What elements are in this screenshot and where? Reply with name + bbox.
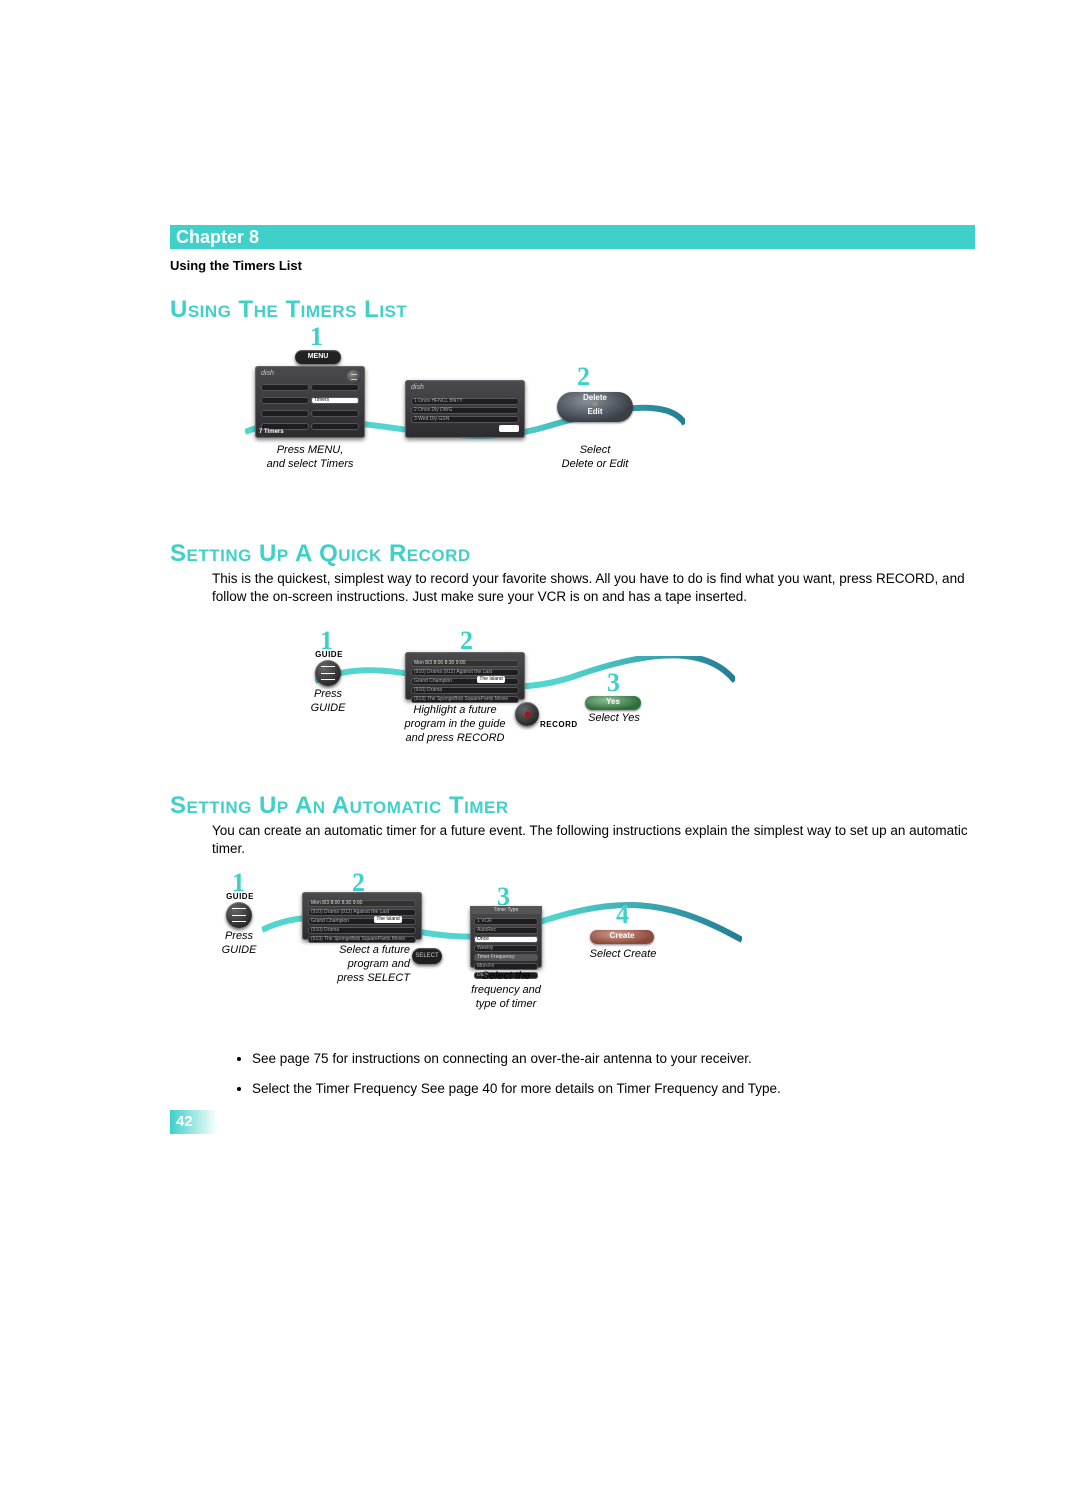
para-auto-timer: You can create an automatic timer for a … bbox=[212, 822, 975, 858]
para-quick-record: This is the quickest, simplest way to re… bbox=[212, 570, 975, 606]
button-label: GUIDE bbox=[309, 650, 349, 659]
button-label: GUIDE bbox=[220, 892, 260, 901]
diagram-quick-record: 1 GUIDE PressGUIDE 2 Mon 8/3 8:00 8:30 9… bbox=[255, 626, 725, 756]
heading-quick-record: Setting Up A Quick Record bbox=[170, 540, 471, 568]
diagram-automatic-timer: 1 GUIDE PressGUIDE 2 Mon 8/3 8:00 8:30 9… bbox=[212, 860, 732, 1030]
record-button-icon bbox=[515, 702, 539, 726]
diagram-timers-list: 1 MENU dish Timers 7 Timers Press MENU,a… bbox=[255, 322, 675, 492]
step-caption: SelectDelete or Edit bbox=[553, 444, 637, 472]
tv-screen-menu: dish Timers 7 Timers bbox=[255, 366, 365, 438]
page-number: 42 bbox=[170, 1110, 218, 1134]
guide-button-icon bbox=[226, 902, 252, 928]
yes-pill: Yes bbox=[585, 696, 641, 710]
heading-timers-list: Using The Timers List bbox=[170, 296, 407, 324]
step-number: 1 bbox=[310, 322, 323, 352]
create-pill: Create bbox=[590, 930, 654, 944]
step-caption: PressGUIDE bbox=[303, 688, 353, 716]
step-caption: Highlight a futureprogram in the guidean… bbox=[395, 704, 515, 745]
step-number: 3 bbox=[607, 668, 620, 698]
step-number: 2 bbox=[577, 362, 590, 392]
delete-edit-pill: Delete or Edit bbox=[557, 392, 633, 422]
tv-screen-timer-type: Timer Type 1 VCR AutoRec Once Weekly Tim… bbox=[470, 906, 542, 968]
button-label: RECORD bbox=[540, 720, 580, 729]
screen-footer: 7 Timers bbox=[259, 429, 284, 435]
menu-button-icon: MENU bbox=[295, 350, 341, 364]
step-caption: PressGUIDE bbox=[214, 930, 264, 958]
step-caption: Select Create bbox=[582, 948, 664, 962]
step-caption: Select thefrequency andtype of timer bbox=[458, 970, 554, 1011]
step-number: 4 bbox=[616, 900, 629, 930]
bullet-item: Select the Timer Frequency See page 40 f… bbox=[252, 1079, 975, 1099]
chapter-bar: Chapter 8 bbox=[170, 225, 975, 249]
tv-screen-guide: Mon 8/3 8:00 8:30 9:00 (910) Drama (912)… bbox=[302, 892, 422, 940]
tv-screen-timers: dish 1 Once HFNCL BNTY 2 Once Dly DWG 3 … bbox=[405, 380, 525, 438]
step-caption: Press MENU,and select Timers bbox=[255, 444, 365, 472]
manual-page: Chapter 8 Using the Timers List Using Th… bbox=[0, 0, 1080, 1512]
heading-automatic-timer: Setting Up An Automatic Timer bbox=[170, 792, 509, 820]
step-caption: Select a futureprogram andpress SELECT bbox=[312, 944, 410, 985]
guide-button-icon bbox=[315, 660, 341, 686]
bullet-item: See page 75 for instructions on connecti… bbox=[252, 1049, 975, 1069]
chapter-label: Chapter 8 bbox=[170, 227, 259, 247]
tv-screen-guide: Mon 8/3 8:00 8:30 9:00 (910) Drama (912)… bbox=[405, 652, 525, 700]
bullet-list: See page 75 for instructions on connecti… bbox=[212, 1049, 975, 1110]
select-button-icon: SELECT bbox=[412, 948, 442, 964]
section-subtitle: Using the Timers List bbox=[170, 258, 302, 273]
step-caption: Select Yes bbox=[579, 712, 649, 726]
